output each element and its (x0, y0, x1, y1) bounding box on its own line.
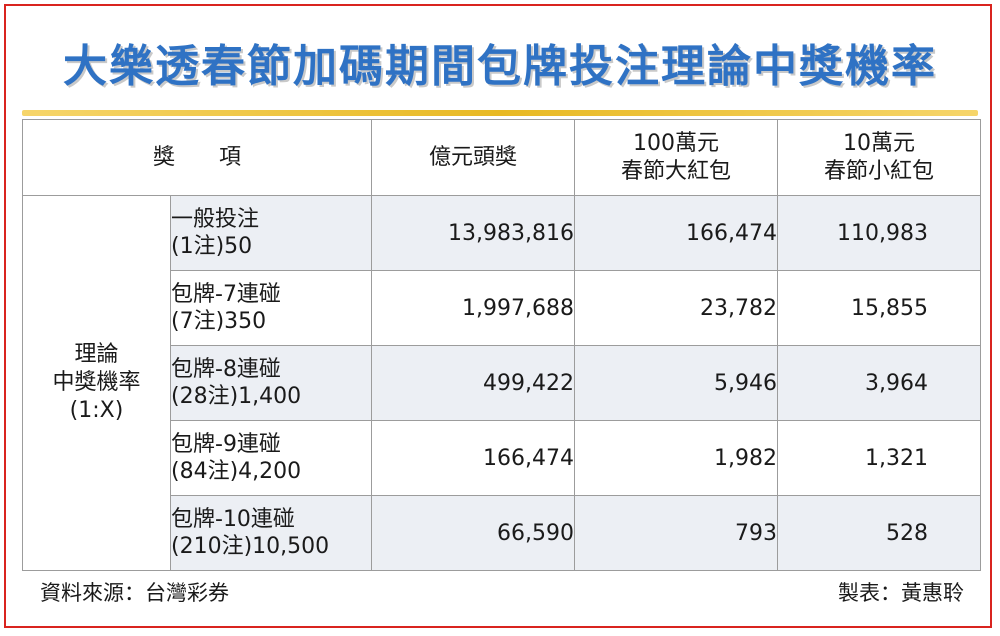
small-envelope-odds: 528 (777, 495, 982, 571)
header-small-amount: 10萬元 (843, 130, 916, 156)
item-cell: 一般投注 (1注)50 (169, 195, 373, 271)
table-row: 理論 中獎機率 (1:X) 一般投注 (1注)50 13,983,816 166… (22, 195, 982, 571)
header-prize-item: 獎 項 (21, 119, 373, 196)
item-cell: 包牌-10連碰 (210注)10,500 (169, 495, 373, 571)
title-divider (22, 110, 978, 116)
header-big-red-envelope: 100萬元 春節大紅包 (574, 119, 779, 196)
table-row: 包牌-10連碰 (210注)10,500 66,590 793 528 (23, 495, 982, 571)
item-bet: (210注)10,500 (171, 534, 330, 559)
jackpot-odds: 499,422 (371, 345, 576, 421)
small-envelope-odds: 15,855 (777, 270, 982, 346)
header-big-amount: 100萬元 (633, 130, 720, 156)
outer-frame (4, 4, 992, 628)
big-envelope-odds: 5,946 (574, 345, 779, 421)
row-group-line3: (1:X) (69, 398, 124, 423)
header-jackpot: 億元頭獎 (371, 119, 576, 196)
jackpot-odds: 166,474 (371, 420, 576, 496)
probability-table: 獎 項 億元頭獎 100萬元 春節大紅包 10萬元 春節小紅包 理論 中獎機率 … (21, 119, 982, 571)
item-cell: 包牌-8連碰 (28注)1,400 (169, 345, 373, 421)
table-header-row: 獎 項 億元頭獎 100萬元 春節大紅包 10萬元 春節小紅包 (21, 119, 982, 196)
small-envelope-odds: 1,321 (777, 420, 982, 496)
data-source: 資料來源：台灣彩券 (40, 581, 229, 605)
big-envelope-odds: 793 (574, 495, 779, 571)
item-bet: (84注)4,200 (171, 459, 302, 484)
row-group-label: 理論 中獎機率 (1:X) (22, 195, 171, 571)
item-bet: (7注)350 (171, 309, 267, 334)
item-bet: (28注)1,400 (171, 384, 302, 409)
item-cell: 包牌-7連碰 (7注)350 (169, 270, 373, 346)
jackpot-odds: 66,590 (371, 495, 576, 571)
table-row: 包牌-8連碰 (28注)1,400 499,422 5,946 3,964 (23, 345, 982, 421)
row-group-line1: 理論 (74, 342, 119, 367)
item-name: 包牌-8連碰 (171, 357, 281, 382)
header-big-label: 春節大紅包 (621, 158, 732, 184)
small-envelope-odds: 110,983 (777, 195, 982, 271)
big-envelope-odds: 23,782 (574, 270, 779, 346)
big-envelope-odds: 166,474 (574, 195, 779, 271)
jackpot-odds: 1,997,688 (371, 270, 576, 346)
item-cell: 包牌-9連碰 (84注)4,200 (169, 420, 373, 496)
header-small-label: 春節小紅包 (824, 158, 935, 184)
row-group-line2: 中獎機率 (52, 370, 141, 395)
item-name: 一般投注 (171, 207, 260, 232)
item-name: 包牌-7連碰 (171, 282, 281, 307)
item-name: 包牌-10連碰 (171, 507, 295, 532)
table-row: 包牌-9連碰 (84注)4,200 166,474 1,982 1,321 (23, 420, 982, 496)
item-bet: (1注)50 (171, 234, 253, 259)
small-envelope-odds: 3,964 (777, 345, 982, 421)
jackpot-odds: 13,983,816 (371, 195, 576, 271)
header-small-red-envelope: 10萬元 春節小紅包 (777, 119, 982, 196)
item-name: 包牌-9連碰 (171, 432, 281, 457)
big-envelope-odds: 1,982 (574, 420, 779, 496)
chart-author: 製表：黃惠聆 (838, 581, 964, 605)
page-title: 大樂透春節加碼期間包牌投注理論中獎機率 (63, 41, 937, 92)
